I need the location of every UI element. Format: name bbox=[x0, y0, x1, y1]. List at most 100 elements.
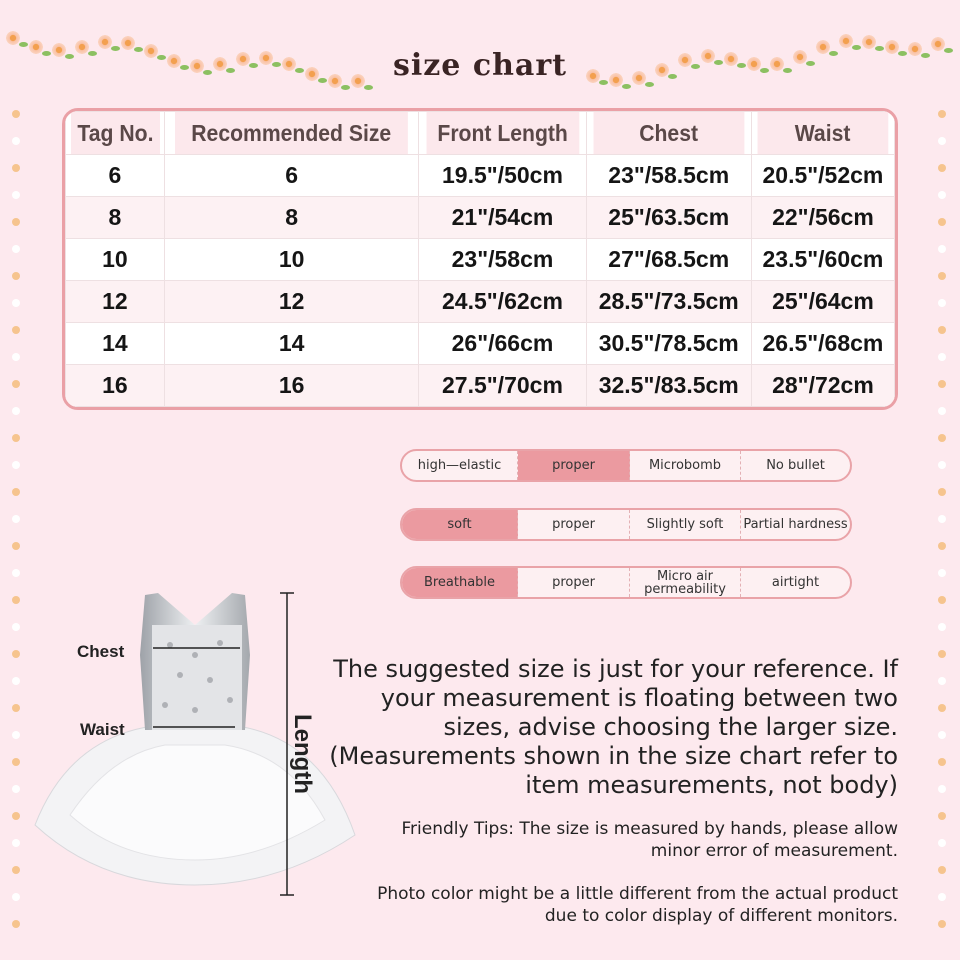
attribute-cell: soft bbox=[402, 510, 518, 539]
leaf-icon bbox=[88, 50, 97, 56]
flower-icon bbox=[677, 51, 693, 68]
leaf-icon bbox=[737, 62, 746, 68]
dot-icon bbox=[12, 785, 20, 793]
table-cell: 30.5"/78.5cm bbox=[585, 322, 752, 365]
leaf-icon bbox=[111, 45, 120, 51]
photo-color-note: Photo color might be a little different … bbox=[377, 884, 898, 926]
leaf-icon bbox=[272, 61, 281, 67]
flower-icon bbox=[631, 70, 647, 87]
leaf-icon bbox=[714, 59, 723, 65]
flower-icon bbox=[700, 47, 716, 64]
elasticity-bar: high—elastic proper Microbomb No bullet bbox=[400, 449, 852, 482]
dot-icon bbox=[938, 191, 946, 199]
dot-icon bbox=[938, 461, 946, 469]
table-cell: 23"/58cm bbox=[418, 238, 587, 281]
dot-icon bbox=[938, 272, 946, 280]
dot-border-right bbox=[938, 110, 948, 947]
flower-icon bbox=[654, 61, 670, 78]
flower-icon bbox=[815, 38, 831, 55]
flower-icon bbox=[907, 40, 923, 57]
table-cell: 26.5"/68cm bbox=[750, 322, 895, 365]
friendly-tips: Friendly Tips: The size is measured by h… bbox=[401, 819, 899, 861]
dot-icon bbox=[938, 650, 946, 658]
dot-icon bbox=[12, 380, 20, 388]
table-cell: 16 bbox=[163, 364, 420, 407]
table-row: 6 6 19.5"/50cm 23"/58.5cm 20.5"/52cm bbox=[65, 154, 895, 197]
flower-icon bbox=[930, 35, 946, 52]
flower-garland-right bbox=[580, 20, 960, 90]
leaf-icon bbox=[42, 51, 51, 57]
dot-icon bbox=[12, 164, 20, 172]
dot-icon bbox=[12, 758, 20, 766]
attribute-cell: proper bbox=[518, 510, 630, 539]
flower-icon bbox=[212, 55, 228, 72]
leaf-icon bbox=[157, 54, 166, 60]
leaf-icon bbox=[318, 77, 327, 83]
dot-icon bbox=[12, 434, 20, 442]
dot-icon bbox=[12, 731, 20, 739]
attribute-cell: high—elastic bbox=[402, 451, 518, 480]
dot-icon bbox=[938, 434, 946, 442]
dot-icon bbox=[938, 542, 946, 550]
dot-icon bbox=[12, 839, 20, 847]
table-cell: 28"/72cm bbox=[750, 364, 895, 407]
table-cell: 32.5"/83.5cm bbox=[585, 364, 752, 407]
table-cell: 22"/56cm bbox=[750, 196, 895, 239]
flower-icon bbox=[304, 65, 320, 82]
length-label: Length bbox=[288, 714, 316, 794]
dot-icon bbox=[12, 245, 20, 253]
dot-icon bbox=[938, 488, 946, 496]
dot-icon bbox=[12, 893, 20, 901]
dot-icon bbox=[12, 191, 20, 199]
leaf-icon bbox=[65, 54, 74, 60]
leaf-icon bbox=[134, 46, 143, 52]
dot-icon bbox=[12, 569, 20, 577]
flower-icon bbox=[585, 68, 601, 84]
leaf-icon bbox=[852, 44, 861, 50]
column-header: Front Length bbox=[425, 111, 580, 155]
attribute-cell: Partial hardness bbox=[743, 517, 848, 532]
dot-icon bbox=[938, 920, 946, 928]
flower-icon bbox=[258, 49, 274, 66]
dot-icon bbox=[12, 353, 20, 361]
table-cell: 12 bbox=[163, 280, 420, 323]
leaf-icon bbox=[295, 67, 304, 73]
table-cell: 19.5"/50cm bbox=[418, 154, 587, 197]
leaf-icon bbox=[760, 67, 769, 73]
dot-icon bbox=[12, 920, 20, 928]
table-cell: 10 bbox=[163, 238, 420, 281]
attribute-cell: Breathable bbox=[402, 568, 518, 597]
table-cell: 25"/63.5cm bbox=[585, 196, 752, 239]
table-cell: 14 bbox=[65, 322, 165, 365]
dot-icon bbox=[938, 110, 946, 118]
attribute-cell: No bullet bbox=[766, 458, 825, 473]
table-row: 14 14 26"/66cm 30.5"/78.5cm 26.5"/68cm bbox=[65, 322, 895, 365]
leaf-icon bbox=[875, 45, 884, 51]
table-row: 16 16 27.5"/70cm 32.5"/83.5cm 28"/72cm bbox=[65, 364, 895, 407]
dot-icon bbox=[938, 731, 946, 739]
flower-icon bbox=[281, 55, 297, 72]
dot-icon bbox=[12, 704, 20, 712]
table-cell: 14 bbox=[163, 322, 420, 365]
dot-icon bbox=[938, 758, 946, 766]
leaf-icon bbox=[829, 50, 838, 56]
dot-icon bbox=[12, 326, 20, 334]
leaf-icon bbox=[944, 47, 953, 53]
column-header: Tag No. bbox=[68, 111, 161, 155]
attribute-cell: airtight bbox=[771, 575, 820, 590]
table-cell: 6 bbox=[65, 154, 165, 197]
dot-icon bbox=[12, 299, 20, 307]
dot-icon bbox=[938, 785, 946, 793]
flower-icon bbox=[608, 72, 624, 89]
size-reference-note: The suggested size is just for your refe… bbox=[329, 655, 898, 799]
table-cell: 16 bbox=[65, 364, 165, 407]
flower-icon bbox=[51, 42, 67, 59]
breathability-bar: Breathable proper Micro air permeability ai… bbox=[400, 566, 852, 599]
chest-label: Chest bbox=[77, 642, 125, 661]
flower-icon bbox=[5, 30, 21, 46]
table-cell: 25"/64cm bbox=[750, 280, 895, 323]
dot-icon bbox=[12, 110, 20, 118]
leaf-icon bbox=[783, 67, 792, 73]
flower-icon bbox=[97, 33, 113, 50]
